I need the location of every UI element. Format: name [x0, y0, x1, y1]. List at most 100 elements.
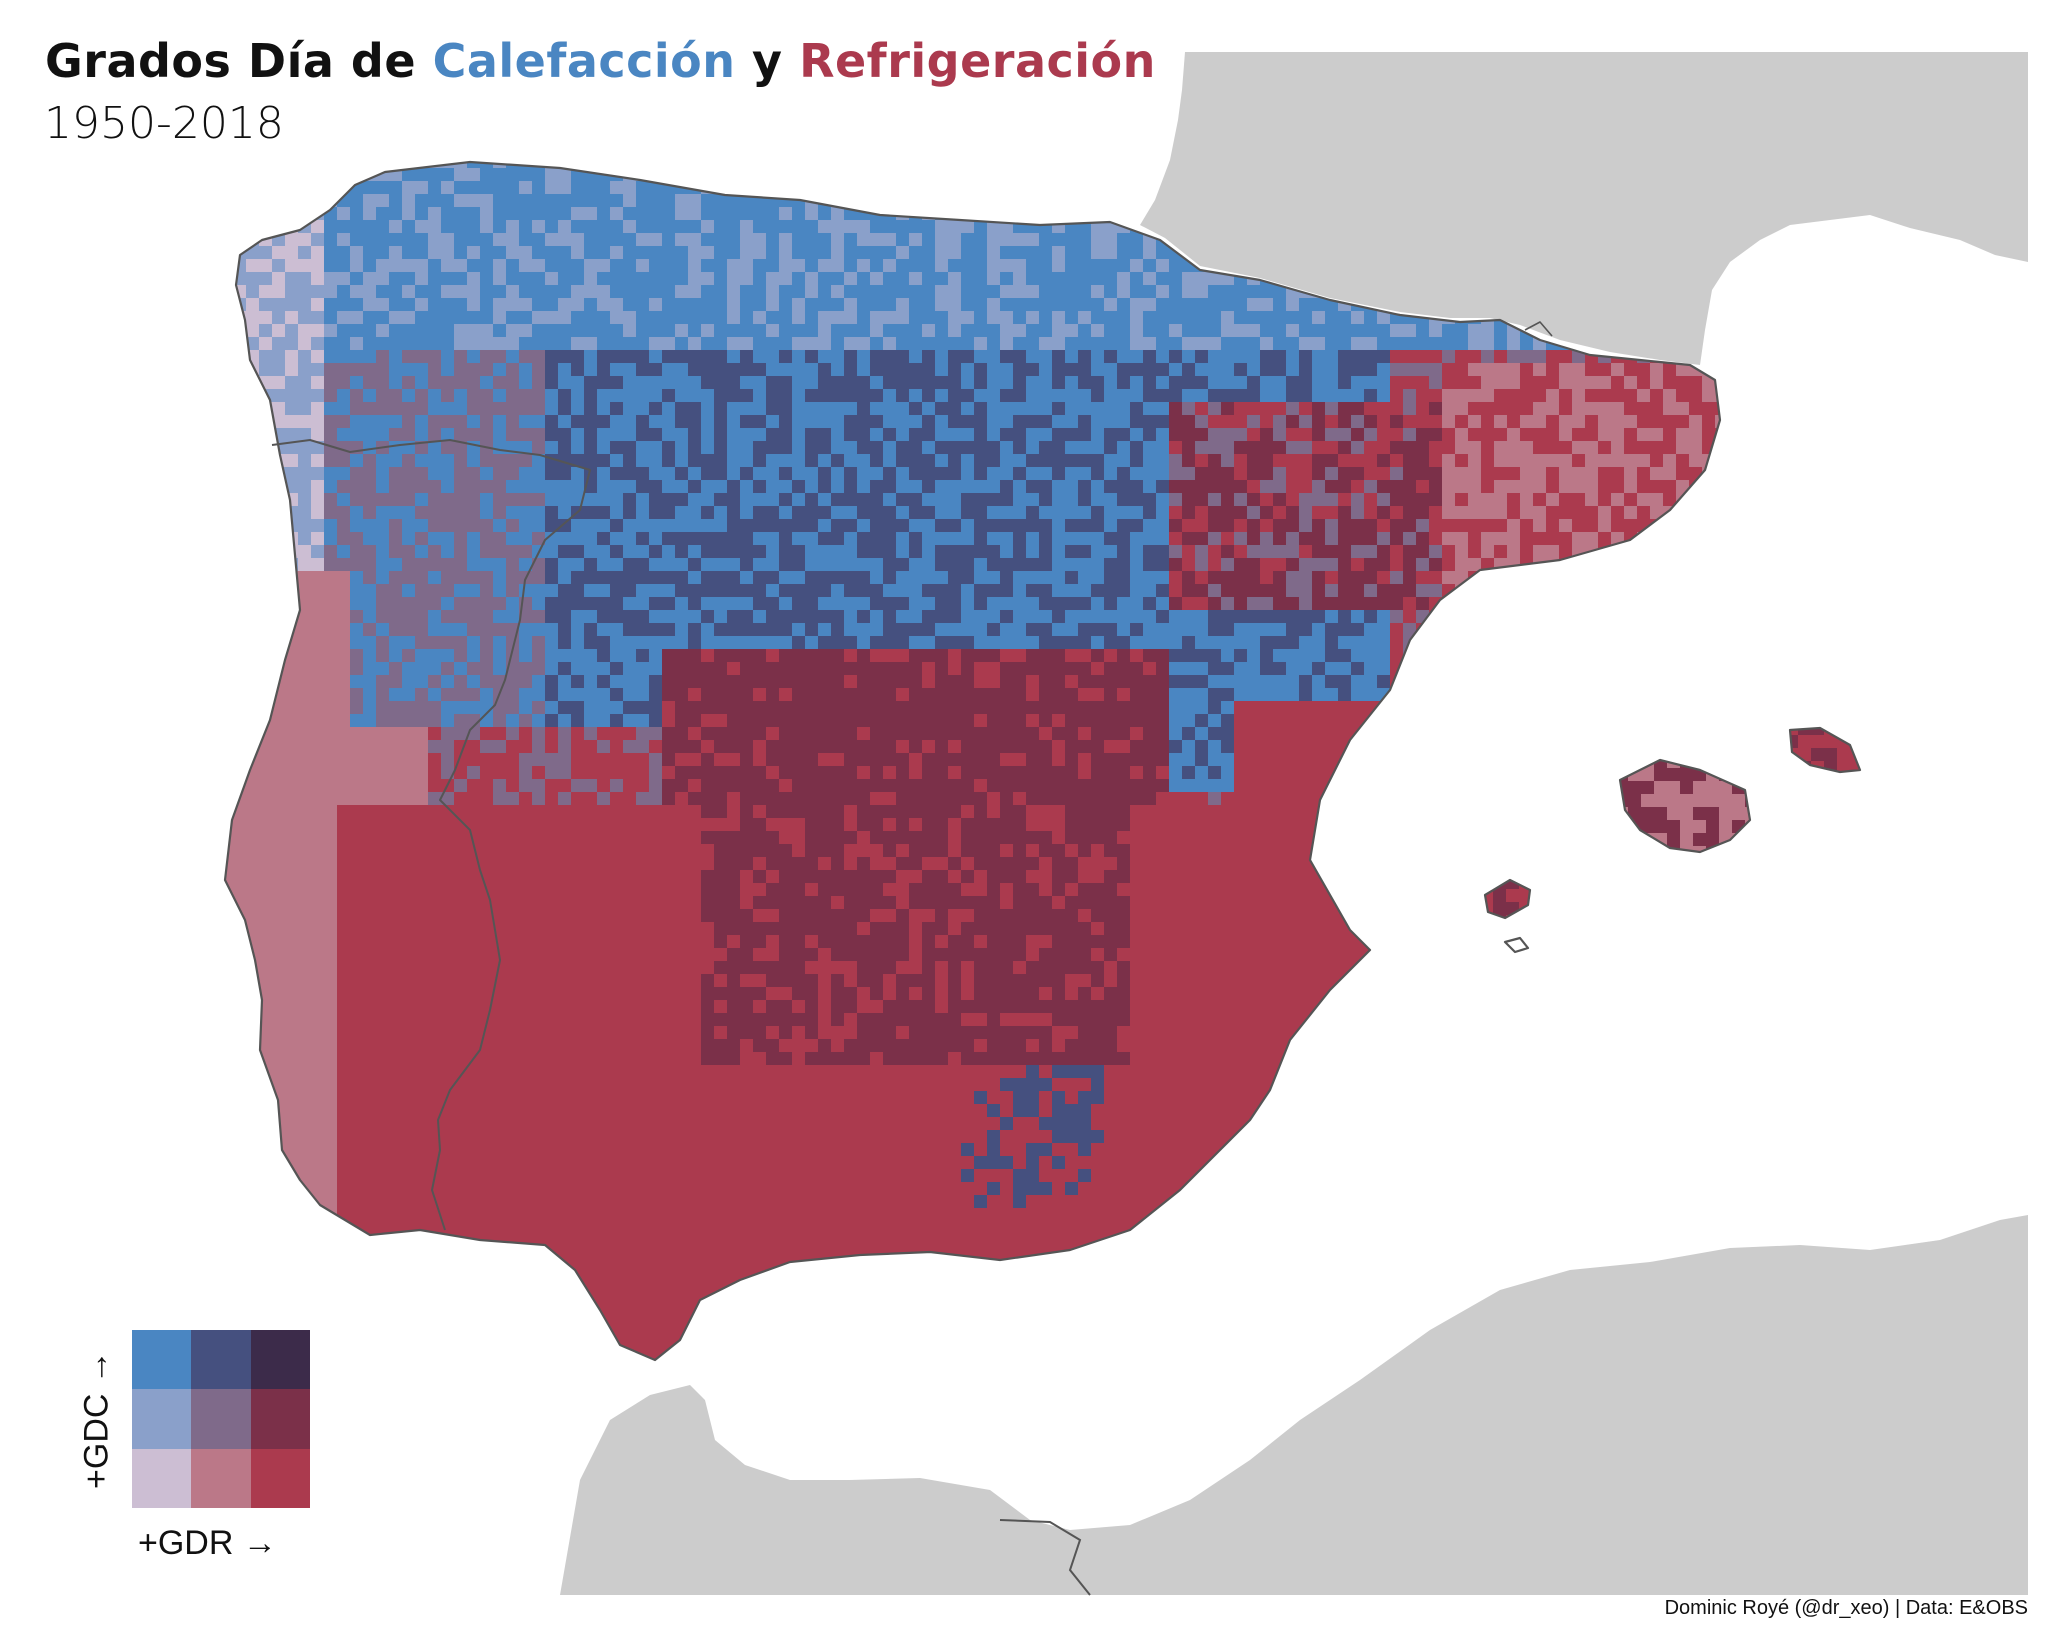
raster-cell — [350, 220, 364, 234]
raster-cell — [779, 545, 793, 559]
raster-cell — [1494, 506, 1508, 520]
raster-cell — [1182, 493, 1196, 507]
raster-cell — [1520, 441, 1534, 455]
raster-cell — [1026, 454, 1040, 468]
raster-cell — [1221, 285, 1235, 299]
raster-cell — [1338, 662, 1352, 676]
raster-cell — [389, 597, 403, 611]
raster-cell — [1507, 480, 1521, 494]
raster-cell — [1624, 623, 1638, 637]
raster-cell — [870, 688, 884, 702]
raster-cell — [1299, 532, 1313, 546]
raster-cell — [779, 311, 793, 325]
raster-cell — [1559, 389, 1573, 403]
raster-cell — [1468, 415, 1482, 429]
raster-cell — [480, 506, 494, 520]
raster-cell — [1702, 402, 1716, 416]
raster-cell — [805, 584, 819, 598]
raster-cell — [233, 688, 247, 702]
raster-cell — [376, 220, 390, 234]
raster-cell — [1494, 701, 1508, 715]
raster-cell — [389, 675, 403, 689]
raster-cell — [337, 675, 351, 689]
raster-cell — [1182, 285, 1196, 299]
raster-cell — [1390, 571, 1404, 585]
raster-cell — [883, 688, 897, 702]
raster-cell — [480, 233, 494, 247]
raster-cell — [1585, 376, 1599, 390]
raster-cell — [1351, 558, 1365, 572]
raster-cell — [1325, 610, 1339, 624]
raster-cell — [337, 584, 351, 598]
raster-cell — [1676, 519, 1690, 533]
raster-cell — [766, 532, 780, 546]
raster-cell — [1702, 623, 1716, 637]
raster-cell — [1312, 298, 1326, 312]
raster-cell — [909, 662, 923, 676]
raster-cell — [1429, 402, 1443, 416]
raster-cell — [1663, 441, 1677, 455]
raster-cell — [961, 415, 975, 429]
raster-cell — [662, 194, 676, 208]
raster-cell — [727, 467, 741, 481]
raster-cell — [285, 688, 299, 702]
raster-cell — [870, 181, 884, 195]
raster-cell — [259, 311, 273, 325]
raster-cell — [1234, 545, 1248, 559]
raster-cell — [1585, 584, 1599, 598]
raster-cell — [1247, 298, 1261, 312]
raster-cell — [246, 168, 260, 182]
raster-cell — [532, 363, 546, 377]
raster-cell — [896, 337, 910, 351]
raster-cell — [649, 701, 663, 715]
raster-cell — [272, 714, 286, 728]
raster-cell — [298, 610, 312, 624]
raster-cell — [909, 558, 923, 572]
raster-cell — [909, 467, 923, 481]
raster-cell — [1507, 519, 1521, 533]
raster-cell — [883, 376, 897, 390]
raster-cell — [1572, 441, 1586, 455]
raster-cell — [857, 532, 871, 546]
raster-cell — [1169, 584, 1183, 598]
raster-cell — [1403, 363, 1417, 377]
raster-cell — [636, 636, 650, 650]
raster-cell — [571, 532, 585, 546]
raster-cell — [428, 259, 442, 273]
raster-cell — [1039, 324, 1053, 338]
raster-cell — [428, 493, 442, 507]
raster-cell — [623, 376, 637, 390]
raster-cell — [1481, 545, 1495, 559]
raster-cell — [225, 545, 234, 559]
raster-cell — [506, 272, 520, 286]
raster-cell — [1312, 675, 1326, 689]
raster-cell — [805, 207, 819, 221]
raster-cell — [1520, 532, 1534, 546]
raster-cell — [1468, 428, 1482, 442]
raster-cell — [1078, 324, 1092, 338]
raster-cell — [961, 493, 975, 507]
raster-cell — [792, 311, 806, 325]
raster-cell — [1338, 363, 1352, 377]
raster-cell — [1000, 311, 1014, 325]
raster-cell — [1312, 493, 1326, 507]
raster-cell — [350, 662, 364, 676]
raster-cell — [1117, 532, 1131, 546]
raster-cell — [1377, 324, 1391, 338]
raster-cell — [415, 168, 429, 182]
raster-cell — [792, 415, 806, 429]
raster-cell — [1624, 558, 1638, 572]
raster-cell — [1013, 207, 1027, 221]
raster-cell — [1000, 649, 1014, 663]
raster-cell — [1559, 636, 1573, 650]
raster-cell — [506, 610, 520, 624]
raster-cell — [1676, 363, 1690, 377]
raster-cell — [1585, 402, 1599, 416]
raster-cell — [597, 402, 611, 416]
raster-cell — [1117, 285, 1131, 299]
raster-cell — [532, 428, 546, 442]
raster-cell — [1026, 337, 1040, 351]
raster-cell — [1052, 246, 1066, 260]
raster-cell — [1234, 597, 1248, 611]
raster-cell — [662, 259, 676, 273]
